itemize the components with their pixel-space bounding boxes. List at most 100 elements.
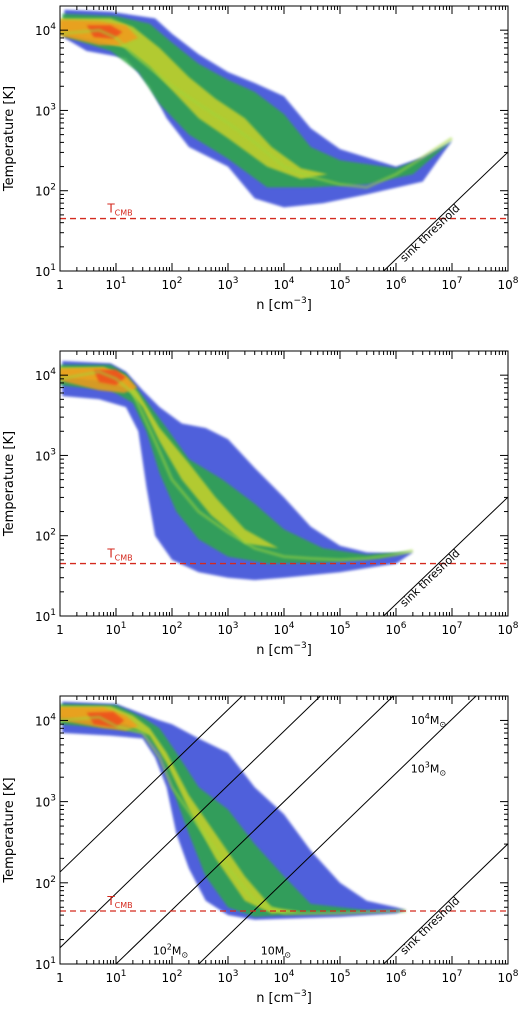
mass-mantissa: 10 [261,945,275,958]
tick-mantissa: 10 [35,265,50,279]
tick-mantissa: 10 [217,971,232,985]
tick-exponent: 4 [289,276,295,286]
tick-mantissa: 10 [35,24,50,38]
tcmb-symbol: T [106,894,115,908]
tick-mantissa: 10 [35,958,50,972]
tick-mantissa: 10 [385,971,400,985]
distribution-ridge [60,370,414,562]
tick-mantissa: 10 [273,278,288,292]
mass-unit: M [430,762,440,775]
mass-mantissa: 10 [153,945,167,958]
tick-exponent: 4 [289,621,295,631]
tick-mantissa: 10 [161,971,176,985]
mass-exponent: 4 [425,712,430,721]
tick-mantissa: 10 [35,610,50,624]
tick-exponent: 5 [345,621,351,631]
x-tick-label: 103 [217,276,238,292]
mass-unit: M [275,945,285,958]
tick-exponent: 2 [177,621,183,631]
xlabel-exponent: −3 [293,641,306,651]
mass-line [60,696,321,949]
tick-mantissa: 10 [441,623,456,637]
tick-mantissa: 10 [35,185,50,199]
x-tick-label: 1 [56,278,64,292]
tick-exponent: 2 [177,969,183,979]
y-tick-label: 104 [35,367,56,383]
tcmb-symbol: T [106,202,115,216]
tick-mantissa: 10 [217,623,232,637]
tcmb-label: TCMB [106,547,132,563]
x-tick-label: 101 [105,276,126,292]
mass-unit: M [172,945,182,958]
sink-threshold-label: sink threshold [398,547,463,610]
x-tick-label: 1 [56,971,64,985]
tick-mantissa: 10 [329,971,344,985]
tick-mantissa: 10 [35,714,50,728]
xlabel-part: ] [307,643,312,658]
x-tick-label: 106 [385,969,406,985]
tick-mantissa: 10 [35,877,50,891]
tick-mantissa: 10 [441,971,456,985]
sink-threshold-label: sink threshold [398,202,463,265]
tick-mantissa: 10 [497,278,512,292]
x-tick-label: 105 [329,969,350,985]
tick-exponent: 7 [457,276,463,286]
x-tick-label: 108 [497,969,518,985]
distribution-ridge [60,715,406,915]
xlabel-part: n [cm [256,298,293,313]
tick-mantissa: 10 [385,278,400,292]
x-tick-label: 106 [385,276,406,292]
plot-area [60,361,508,616]
mass-line [60,696,243,873]
plot-area [60,696,508,964]
tick-exponent: 7 [457,621,463,631]
tick-mantissa: 10 [105,623,120,637]
tick-mantissa: 10 [273,623,288,637]
tick-exponent: 8 [513,969,519,979]
tick-mantissa: 10 [35,369,50,383]
xlabel-part: ] [307,991,312,1006]
x-tick-label: 106 [385,621,406,637]
tcmb-subscript: CMB [115,901,133,910]
mass-line [115,696,394,964]
tick-exponent: 2 [50,875,56,885]
tick-exponent: 4 [289,969,295,979]
tick-exponent: 6 [401,969,407,979]
mass-line-label: 104M⊙ [411,712,446,729]
sink-threshold-line [383,496,508,616]
tcmb-subscript: CMB [115,209,133,218]
xlabel-part: n [cm [256,643,293,658]
mass-sun-symbol: ⊙ [284,951,291,960]
xlabel-exponent: −3 [293,989,306,999]
tick-exponent: 3 [233,276,239,286]
mass-line-label: 10M⊙ [261,945,291,960]
mass-sun-symbol: ⊙ [439,720,446,729]
tick-exponent: 3 [50,794,56,804]
tcmb-symbol: T [106,547,115,561]
tick-exponent: 1 [121,621,127,631]
tcmb-label: TCMB [106,202,132,218]
tick-mantissa: 10 [161,623,176,637]
y-axis-title: Temperature [K] [2,431,17,537]
sink-threshold-line [383,151,508,271]
y-tick-label: 103 [35,102,56,118]
tick-exponent: 1 [121,969,127,979]
x-tick-label: 105 [329,276,350,292]
tick-mantissa: 10 [497,623,512,637]
x-tick-label: 108 [497,276,518,292]
x-axis-title: n [cm−3] [256,989,312,1006]
mass-line [198,696,477,964]
tick-exponent: 3 [233,621,239,631]
plot-area [60,9,508,271]
tick-exponent: 6 [401,276,407,286]
tick-exponent: 5 [345,969,351,979]
tick-exponent: 8 [513,621,519,631]
mass-sun-symbol: ⊙ [181,951,188,960]
mass-exponent: 2 [167,943,172,952]
x-tick-label: 107 [441,621,462,637]
tick-mantissa: 10 [35,104,50,118]
